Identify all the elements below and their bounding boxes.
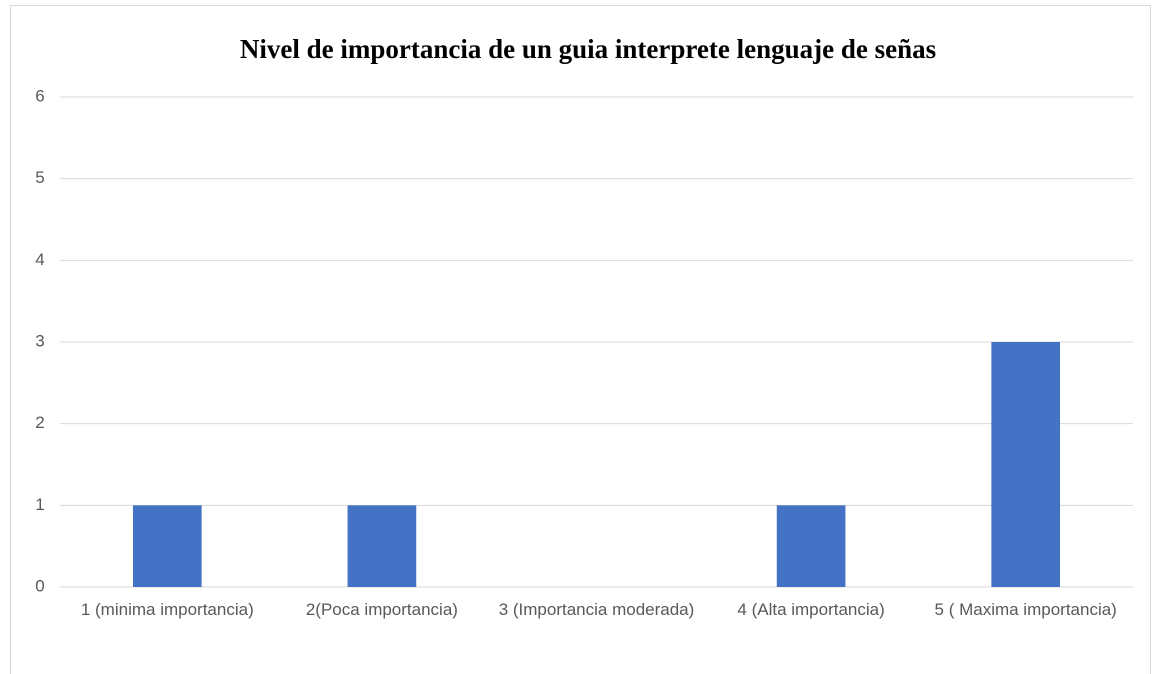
y-tick-label: 3: [35, 331, 44, 350]
x-tick-label: 1 (minima importancia): [80, 600, 254, 619]
y-tick-label: 5: [35, 168, 44, 187]
y-tick-label: 6: [35, 86, 44, 105]
chart-title: Nivel de importancia de un guia interpre…: [240, 34, 936, 64]
bar: [347, 505, 417, 587]
y-tick-label: 4: [35, 250, 44, 269]
y-tick-label: 2: [35, 413, 44, 432]
x-tick-label: 4 (Alta importancia): [737, 600, 885, 619]
y-tick-label: 0: [35, 576, 44, 595]
bar: [991, 342, 1061, 587]
bar: [776, 505, 846, 587]
x-tick-label: 2(Poca importancia): [305, 600, 458, 619]
x-tick-label: 3 (Importancia moderada): [498, 600, 695, 619]
y-tick-label: 1: [35, 495, 44, 514]
bar: [132, 505, 202, 587]
x-tick-label: 5 ( Maxima importancia): [934, 600, 1117, 619]
chart-border: [10, 5, 1151, 674]
